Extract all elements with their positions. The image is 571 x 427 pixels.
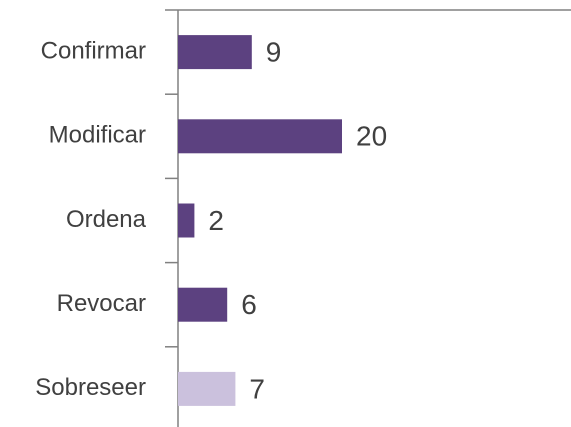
y-tick-label: Revocar: [57, 290, 146, 317]
bar: [178, 35, 252, 70]
bar: [178, 371, 236, 406]
bar: [178, 287, 228, 322]
y-tick-label: Sobreseer: [35, 374, 146, 401]
value-label: 6: [241, 289, 257, 320]
value-label: 9: [266, 36, 282, 67]
y-tick-label: Confirmar: [41, 37, 146, 64]
y-tick-label: Ordena: [66, 206, 147, 233]
y-tick-label: Modificar: [49, 122, 146, 149]
value-label: 20: [356, 121, 387, 152]
bar: [178, 203, 195, 238]
bar: [178, 119, 342, 154]
value-label: 2: [208, 205, 224, 236]
value-label: 7: [249, 373, 265, 404]
